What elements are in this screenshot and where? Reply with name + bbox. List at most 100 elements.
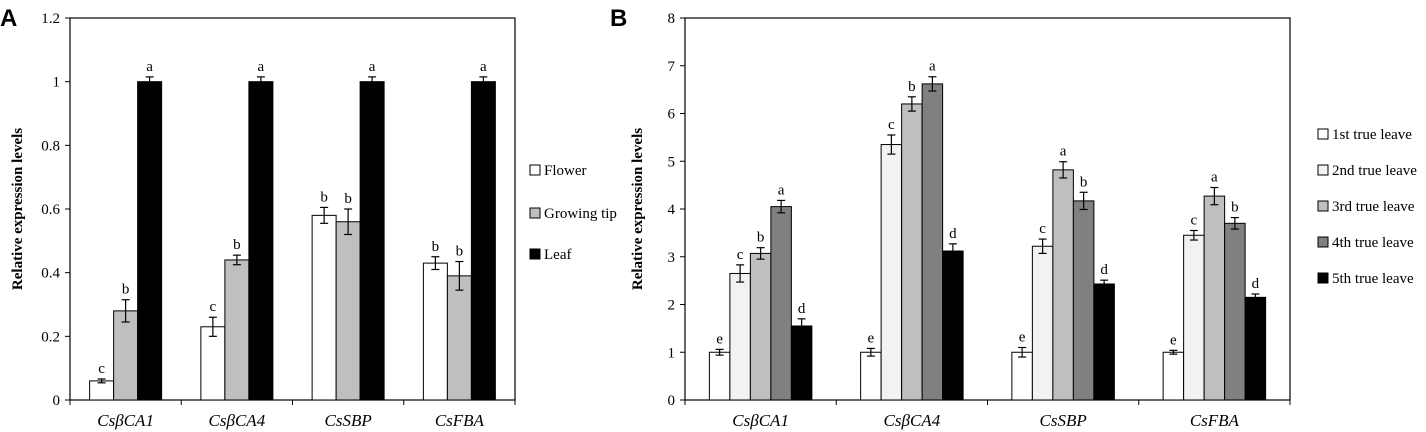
panel-b-bar	[1183, 234, 1205, 401]
panel-a-category-label: CsβCA1	[97, 411, 154, 430]
panel-a-significance-label: a	[146, 59, 153, 75]
panel-b-significance-label: c	[737, 247, 744, 263]
panel-b-significance-label: e	[868, 330, 875, 346]
panel-a-bar	[335, 221, 361, 401]
panel-a-bar	[446, 275, 472, 401]
panel-b-bar	[708, 351, 731, 401]
panel-a-significance-label: a	[258, 59, 265, 75]
panel-b-ytick-label: 8	[668, 11, 676, 27]
panel-b-significance-label: d	[949, 226, 957, 242]
panel-b-bar	[1244, 296, 1267, 401]
panel-a-bar	[224, 259, 250, 401]
panel-b-significance-label: e	[716, 331, 723, 347]
panel-b-ytick-label: 4	[668, 202, 676, 218]
panel-a-bar	[200, 326, 226, 401]
panel-b-significance-label: d	[798, 301, 806, 317]
panel-a-bar	[422, 262, 448, 401]
panel-b-legend-swatch	[1317, 128, 1329, 140]
panel-a-significance-label: b	[122, 282, 130, 298]
panel-a-category-label: CsFBA	[435, 411, 485, 430]
panel-a-ytick-label: 1	[53, 75, 61, 91]
panel-b-significance-label: b	[757, 230, 765, 246]
panel-b-ytick-label: 2	[668, 298, 676, 314]
panel-b-bar	[790, 325, 813, 401]
panel-b-bar	[1072, 200, 1095, 401]
panel-b-bar	[1031, 245, 1054, 401]
panel-a-bar	[470, 81, 496, 401]
panel-b-significance-label: a	[1211, 170, 1218, 186]
panel-a-bar	[113, 310, 139, 401]
panel-b-bar	[1224, 222, 1246, 401]
panel-b-bar	[729, 272, 751, 401]
panel-b-bar	[1162, 351, 1185, 401]
panel-b-bar	[901, 103, 923, 401]
panel-b-legend-label: 5th true leave	[1332, 271, 1414, 287]
panel-a-legend-label: Leaf	[544, 247, 571, 263]
panel-b-ytick-label: 1	[668, 345, 676, 361]
panel-b-ytick-label: 6	[668, 107, 676, 123]
panel-b-ytick-label: 3	[668, 250, 676, 266]
panel-a-ytick-label: 0.8	[41, 138, 60, 154]
panel-b-category-label: CsβCA1	[732, 411, 789, 430]
panel-b-y-axis-label: Relative expression levels	[630, 128, 646, 290]
panel-b-ytick-label: 5	[668, 154, 676, 170]
panel-b-significance-label: b	[1080, 174, 1088, 190]
panel-b-bar	[1093, 283, 1115, 401]
panel-b-significance-label: e	[1019, 329, 1026, 345]
panel-b-bar	[921, 83, 944, 401]
panel-b-bar	[880, 144, 903, 401]
panel-b-significance-label: b	[908, 79, 916, 95]
panel-a-letter: A	[0, 5, 17, 32]
panel-a-y-axis-label: Relative expression levels	[10, 128, 26, 290]
panel-a-significance-label: b	[432, 239, 440, 255]
panel-b-significance-label: d	[1252, 276, 1260, 292]
panel-a-chart: 0 0.2 0.4 0.6 0.8 1 1.2 Relative expression lev…	[10, 11, 617, 430]
panel-a-significance-label: a	[369, 59, 376, 75]
panel-a-ytick-label: 0.4	[41, 266, 60, 282]
panel-b-bar	[749, 252, 772, 401]
panel-b-significance-label: b	[1231, 200, 1239, 216]
panel-a-significance-label: b	[456, 244, 464, 260]
panel-b-significance-label: a	[1060, 144, 1067, 160]
panel-b-ytick-label: 7	[668, 59, 676, 75]
panel-a-ytick-label: 1.2	[41, 11, 60, 27]
panel-a-ytick-label: 0	[53, 393, 61, 409]
panel-b-legend-label: 2nd true leave	[1332, 163, 1417, 179]
panel-b-legend-swatch	[1317, 236, 1329, 248]
panel-a-category-label: CsβCA4	[209, 411, 266, 430]
panel-a-legend-label: Growing tip	[544, 206, 617, 222]
panel-b-category-label: CsFBA	[1190, 411, 1240, 430]
panel-b-category-label: CsβCA4	[884, 411, 941, 430]
panel-b-significance-label: a	[778, 182, 785, 198]
panel-b-category-label: CsSBP	[1040, 411, 1087, 430]
panel-a-bar	[359, 81, 385, 401]
panel-a-legend-swatch	[529, 207, 541, 219]
panel-b-bar	[1052, 169, 1074, 401]
panel-b-significance-label: c	[888, 117, 895, 133]
panel-a-significance-label: c	[98, 361, 105, 377]
panel-a-category-label: CsSBP	[325, 411, 372, 430]
panel-a-bar	[137, 81, 163, 401]
panel-b-significance-label: e	[1170, 332, 1177, 348]
panel-b-letter: B	[610, 5, 627, 32]
panel-b-significance-label: d	[1100, 262, 1108, 278]
panel-b-legend-label: 3rd true leave	[1332, 199, 1415, 215]
panel-b-significance-label: a	[929, 59, 936, 75]
panel-a-ytick-label: 0.2	[41, 329, 60, 345]
panel-a-ytick-label: 0.6	[41, 202, 60, 218]
panel-b-bar	[1011, 351, 1033, 401]
panel-b-significance-label: c	[1191, 212, 1198, 228]
panel-b-legend-swatch	[1317, 272, 1329, 284]
panel-a-significance-label: b	[344, 191, 352, 207]
panel-a-significance-label: a	[480, 59, 487, 75]
panel-b-bar	[770, 206, 792, 401]
panel-b-ytick-label: 0	[668, 393, 676, 409]
panel-b-bar	[942, 250, 964, 401]
panel-b-legend-label: 4th true leave	[1332, 235, 1414, 251]
panel-a-significance-label: b	[320, 189, 328, 205]
panel-b-significance-label: c	[1039, 221, 1046, 237]
panel-a-legend-swatch	[529, 248, 541, 260]
panel-a-legend-swatch	[529, 164, 541, 176]
panel-b-bar	[1203, 195, 1226, 401]
